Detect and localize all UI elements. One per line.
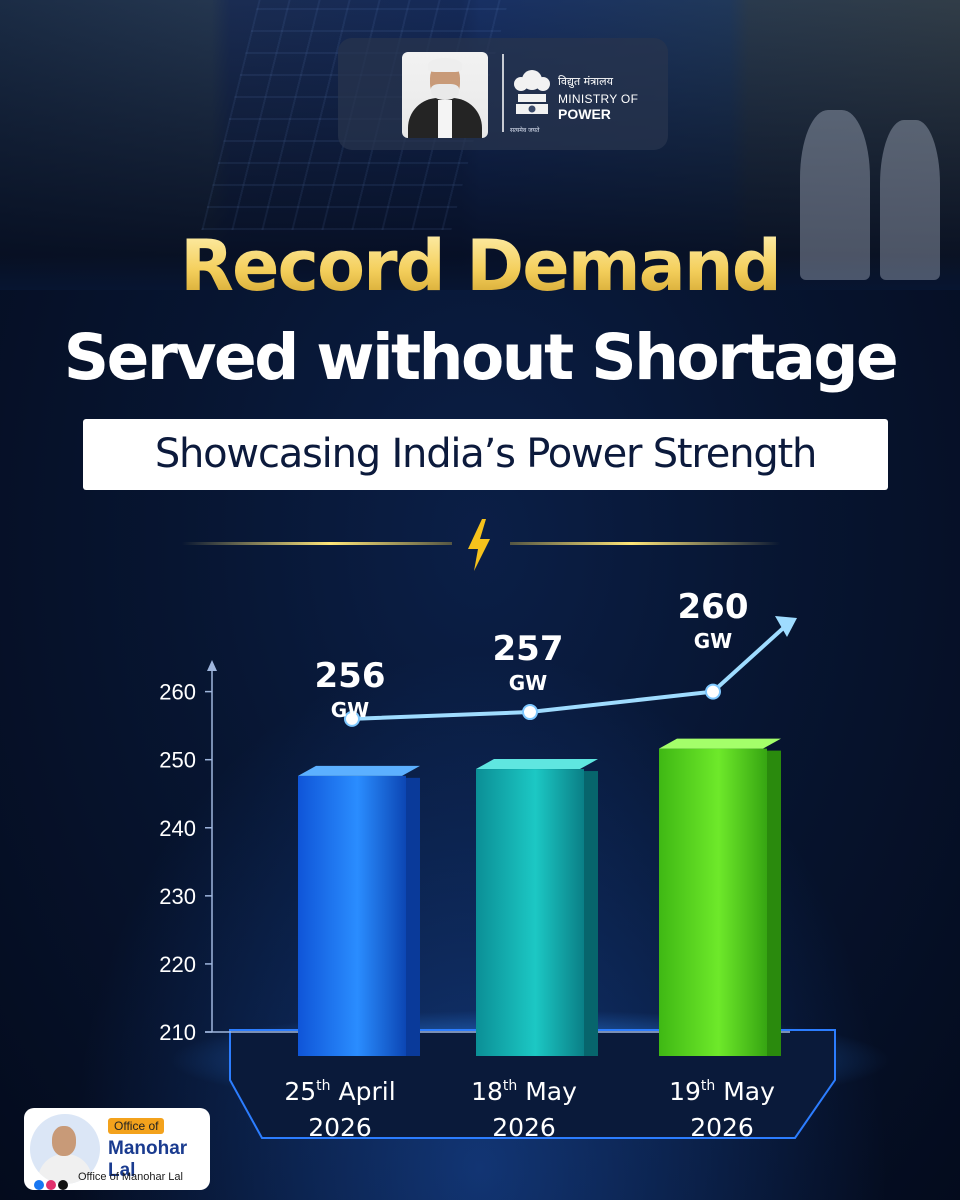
divider-line-right <box>510 542 780 545</box>
bar <box>659 748 767 1056</box>
headline-line1: Record Demand <box>0 224 960 308</box>
x-tick-label: 25th April <box>284 1077 395 1106</box>
x-icon[interactable] <box>58 1179 68 1190</box>
trend-point <box>344 710 360 727</box>
subtitle-banner: Showcasing India’s Power Strength <box>83 419 888 490</box>
trend-point <box>522 704 538 721</box>
data-label-value: 256 <box>315 656 386 696</box>
x-tick-label-year: 2026 <box>308 1113 372 1142</box>
office-badge: Office of Manohar Lal Office of Manohar … <box>24 1108 210 1190</box>
national-emblem-icon <box>514 70 550 114</box>
bar-side <box>763 750 781 1056</box>
lightning-bolt-icon <box>468 519 490 571</box>
x-tick-label: 18th May <box>471 1077 577 1106</box>
badge-label-top: Office of <box>108 1118 165 1134</box>
bar-top <box>298 765 420 776</box>
header-logo-card: विद्युत मंत्रालय MINISTRY OF POWER सत्यम… <box>338 38 668 150</box>
y-tick-label: 210 <box>159 1020 196 1045</box>
x-tick-label-year: 2026 <box>492 1113 556 1142</box>
trend-line <box>350 620 792 721</box>
header-divider <box>502 54 504 132</box>
bar-side <box>580 771 598 1056</box>
ministry-name-hindi: विद्युत मंत्रालय <box>558 75 613 88</box>
badge-handle: Office of Manohar Lal <box>78 1171 183 1183</box>
bar-top <box>659 738 781 749</box>
trend-arrow-icon <box>775 616 797 637</box>
y-tick-label: 250 <box>159 748 196 773</box>
cooling-tower-image <box>800 110 870 280</box>
bar <box>298 775 406 1056</box>
instagram-icon[interactable] <box>46 1179 56 1190</box>
y-tick-label: 220 <box>159 952 196 977</box>
y-tick-label: 240 <box>159 816 196 841</box>
x-tick-label-year: 2026 <box>690 1113 754 1142</box>
y-tick-label: 260 <box>159 680 196 705</box>
social-icons <box>34 1174 70 1193</box>
data-label-value: 257 <box>493 629 564 669</box>
data-label-unit: GW <box>694 629 732 653</box>
cooling-tower-image <box>880 120 940 280</box>
bar <box>476 769 584 1056</box>
emblem-motto: सत्यमेव जयते <box>510 127 540 134</box>
divider-line-left <box>182 542 452 545</box>
trend-point <box>705 683 721 700</box>
data-label-unit: GW <box>331 698 369 722</box>
headline-line2: Served without Shortage <box>63 321 899 394</box>
bar-top <box>476 759 598 770</box>
leader-portrait <box>402 52 488 138</box>
data-label-value: 260 <box>678 587 749 627</box>
x-tick-label: 19th May <box>669 1077 775 1106</box>
badge-name: Manohar Lal <box>108 1138 188 1181</box>
facebook-icon[interactable] <box>34 1179 44 1190</box>
bar-side <box>402 777 420 1056</box>
avatar <box>30 1114 100 1184</box>
data-label-unit: GW <box>509 671 547 695</box>
chart-platform <box>229 1029 836 1139</box>
subtitle-text: Showcasing India’s Power Strength <box>154 431 818 477</box>
y-tick-label: 230 <box>159 884 196 909</box>
ministry-name-line1: MINISTRY OF <box>558 92 639 106</box>
y-axis-arrow-icon <box>207 660 217 671</box>
ministry-name-line2: POWER <box>558 106 611 122</box>
